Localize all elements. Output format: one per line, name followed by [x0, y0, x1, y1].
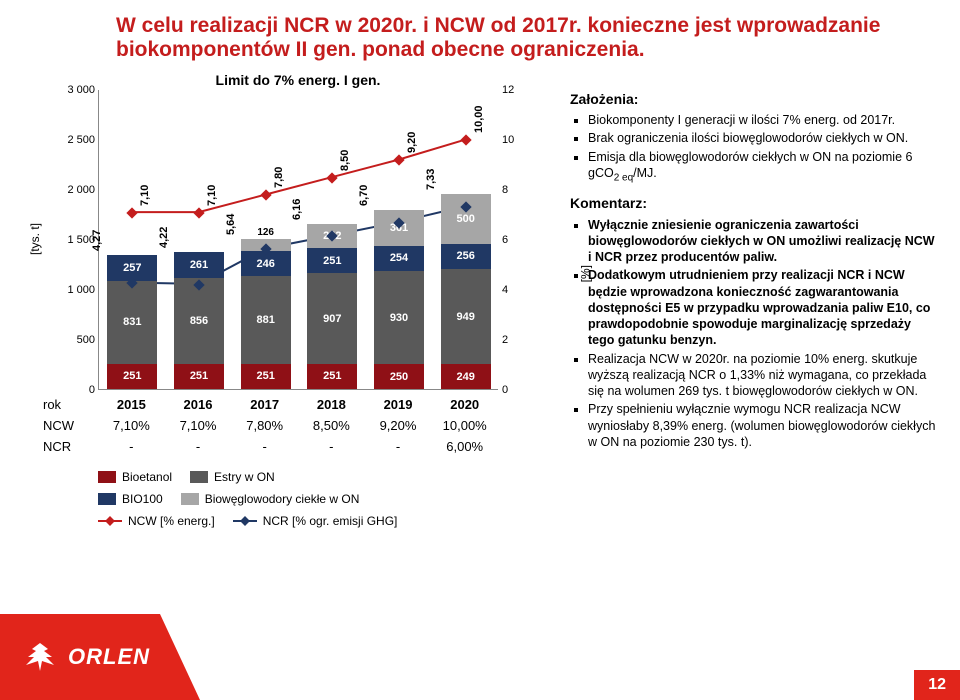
table-cell: 7,80%: [231, 418, 298, 433]
page-title: W celu realizacji NCR w 2020r. i NCW od …: [116, 14, 930, 62]
legend-item-bio100: BIO100: [98, 492, 163, 506]
bar-segment-bio100: 254: [374, 246, 424, 271]
row-label-ncr: NCR: [43, 439, 71, 454]
notes: Założenia: Biokomponenty I generacji w i…: [570, 90, 940, 460]
table-cell: 10,00%: [431, 418, 498, 433]
table-cell: 2018: [298, 397, 365, 412]
legend-label: Biowęglowodory ciekłe w ON: [205, 492, 360, 506]
note-item: Przy spełnieniu wyłącznie wymogu NCR rea…: [588, 401, 940, 450]
y-tick: 500: [55, 334, 95, 346]
table-cell: 6,00%: [431, 439, 498, 454]
note-item: Biokomponenty I generacji w ilości 7% en…: [588, 112, 940, 128]
swatch-icon: [181, 493, 199, 505]
swatch-icon: [98, 493, 116, 505]
y-tick: 1 500: [55, 234, 95, 246]
bar-segment-estry: 881: [241, 276, 291, 364]
bar-segment-bio100: 261: [174, 252, 224, 278]
table-cell: 2016: [165, 397, 232, 412]
table-row: 201520162017201820192020: [98, 397, 498, 412]
table-cell: -: [165, 439, 232, 454]
bar-segment-bioetanol: 250: [374, 364, 424, 389]
table-cell: 2020: [431, 397, 498, 412]
y2-tick: 8: [502, 184, 526, 196]
brand-logo: ORLEN: [0, 614, 200, 700]
note-item: Dodatkowym utrudnieniem przy realizacji …: [588, 267, 940, 348]
swatch-icon: [190, 471, 208, 483]
table-cell: 2015: [98, 397, 165, 412]
table-cell: -: [231, 439, 298, 454]
plot-area: 05001 0001 5002 0002 5003 00002468101225…: [98, 90, 498, 390]
bar-segment-bioetanol: 249: [441, 364, 491, 389]
y2-tick: 4: [502, 284, 526, 296]
bar-segment-estry: 831: [107, 281, 157, 364]
bar-segment-bioetanol: 251: [174, 364, 224, 389]
y2-tick: 2: [502, 334, 526, 346]
legend-label: Estry w ON: [214, 470, 275, 484]
bar-segment-estry: 930: [374, 271, 424, 364]
note-item: Wyłącznie zniesienie ograniczenia zawart…: [588, 217, 940, 266]
eagle-icon: [20, 637, 60, 677]
swatch-icon: [98, 471, 116, 483]
table-row: -----6,00%: [98, 439, 498, 454]
row-label-ncw: NCW: [43, 418, 74, 433]
table-cell: 8,50%: [298, 418, 365, 433]
bar-segment-bioetanol: 251: [307, 364, 357, 389]
y2-tick: 6: [502, 234, 526, 246]
legend-label: NCR [% ogr. emisji GHG]: [263, 514, 398, 528]
y2-tick: 0: [502, 384, 526, 396]
y-tick: 0: [55, 384, 95, 396]
note-item: Emisja dla biowęglowodorów ciekłych w ON…: [588, 149, 940, 185]
y-tick: 2 500: [55, 134, 95, 146]
legend-item-ciekle: Biowęglowodory ciekłe w ON: [181, 492, 360, 506]
table-cell: 7,10%: [98, 418, 165, 433]
legend-item-ncr-line: NCR [% ogr. emisji GHG]: [233, 514, 398, 528]
bar-segment-estry: 949: [441, 269, 491, 364]
y2-tick: 10: [502, 134, 526, 146]
chart: [tys. t] [%] Limit do 7% energ. I gen. 0…: [48, 90, 538, 510]
y-tick: 3 000: [55, 84, 95, 96]
y-tick: 1 000: [55, 284, 95, 296]
bar-segment-bio100: 251: [307, 248, 357, 273]
brand-name: ORLEN: [68, 644, 150, 670]
bar-segment-bio100: 256: [441, 244, 491, 270]
line-icon: [98, 520, 122, 522]
legend-label: BIO100: [122, 492, 163, 506]
bar-segment-bioetanol: 251: [241, 364, 291, 389]
y2-tick: 12: [502, 84, 526, 96]
bar-segment-bioetanol: 251: [107, 364, 157, 389]
bar-segment-estry: 907: [307, 273, 357, 364]
page-number: 12: [914, 670, 960, 700]
legend-item-ncw-line: NCW [% energ.]: [98, 514, 215, 528]
table-cell: -: [298, 439, 365, 454]
y-axis-label: [tys. t]: [28, 223, 42, 255]
note-item: Realizacja NCW w 2020r. na poziomie 10% …: [588, 351, 940, 400]
note-item: Brak ograniczenia ilości biowęglowodorów…: [588, 130, 940, 146]
table-cell: 2019: [365, 397, 432, 412]
row-label-rok: rok: [43, 397, 61, 412]
table-cell: 9,20%: [365, 418, 432, 433]
bar-segment-estry: 856: [174, 278, 224, 364]
table-cell: -: [98, 439, 165, 454]
table-cell: -: [365, 439, 432, 454]
legend: Bioetanol Estry w ON BIO100 Biowęglowodo…: [98, 470, 538, 532]
y-tick: 2 000: [55, 184, 95, 196]
legend-item-estry: Estry w ON: [190, 470, 275, 484]
notes-heading: Założenia:: [570, 90, 940, 108]
table-row: 7,10%7,10%7,80%8,50%9,20%10,00%: [98, 418, 498, 433]
notes-heading: Komentarz:: [570, 194, 940, 212]
legend-label: NCW [% energ.]: [128, 514, 215, 528]
legend-item-bioetanol: Bioetanol: [98, 470, 172, 484]
table-cell: 7,10%: [165, 418, 232, 433]
line-icon: [233, 520, 257, 522]
legend-label: Bioetanol: [122, 470, 172, 484]
chart-inner-title: Limit do 7% energ. I gen.: [98, 72, 498, 88]
table-cell: 2017: [231, 397, 298, 412]
